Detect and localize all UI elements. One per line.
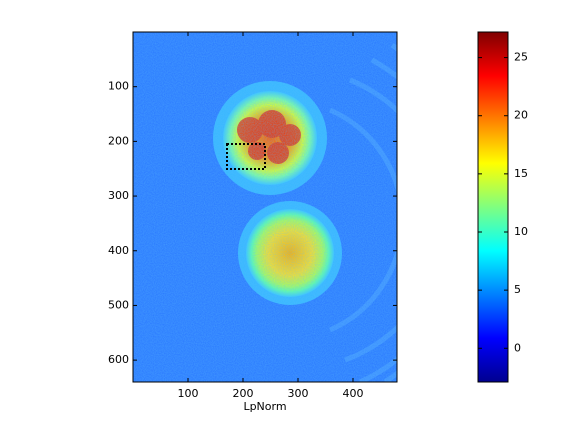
x-tick-label: 200 bbox=[233, 387, 254, 400]
y-tick-label: 400 bbox=[108, 244, 129, 257]
x-tick-label: 100 bbox=[178, 387, 199, 400]
colorbar-tick-label: 5 bbox=[514, 283, 521, 296]
y-tick-label: 200 bbox=[108, 134, 129, 147]
image bbox=[133, 32, 397, 382]
y-tick-label: 600 bbox=[108, 353, 129, 366]
axes-frame bbox=[132, 31, 398, 383]
y-tick-label: 100 bbox=[108, 80, 129, 93]
colorbar-tick-label: 10 bbox=[514, 225, 528, 238]
y-tick-label: 300 bbox=[108, 189, 129, 202]
colorbar-tick-label: 15 bbox=[514, 167, 528, 180]
image-noise bbox=[133, 32, 397, 382]
x-tick-label: 400 bbox=[343, 387, 364, 400]
colorbar bbox=[477, 31, 509, 383]
colorbar-tick-label: 20 bbox=[514, 109, 528, 122]
x-axis-label: LpNorm bbox=[243, 400, 286, 413]
colorbar-tick-label: 0 bbox=[514, 341, 521, 354]
roi-box bbox=[226, 143, 266, 170]
y-tick-label: 500 bbox=[108, 298, 129, 311]
colorbar-tick-label: 25 bbox=[514, 51, 528, 64]
x-tick-label: 300 bbox=[288, 387, 309, 400]
